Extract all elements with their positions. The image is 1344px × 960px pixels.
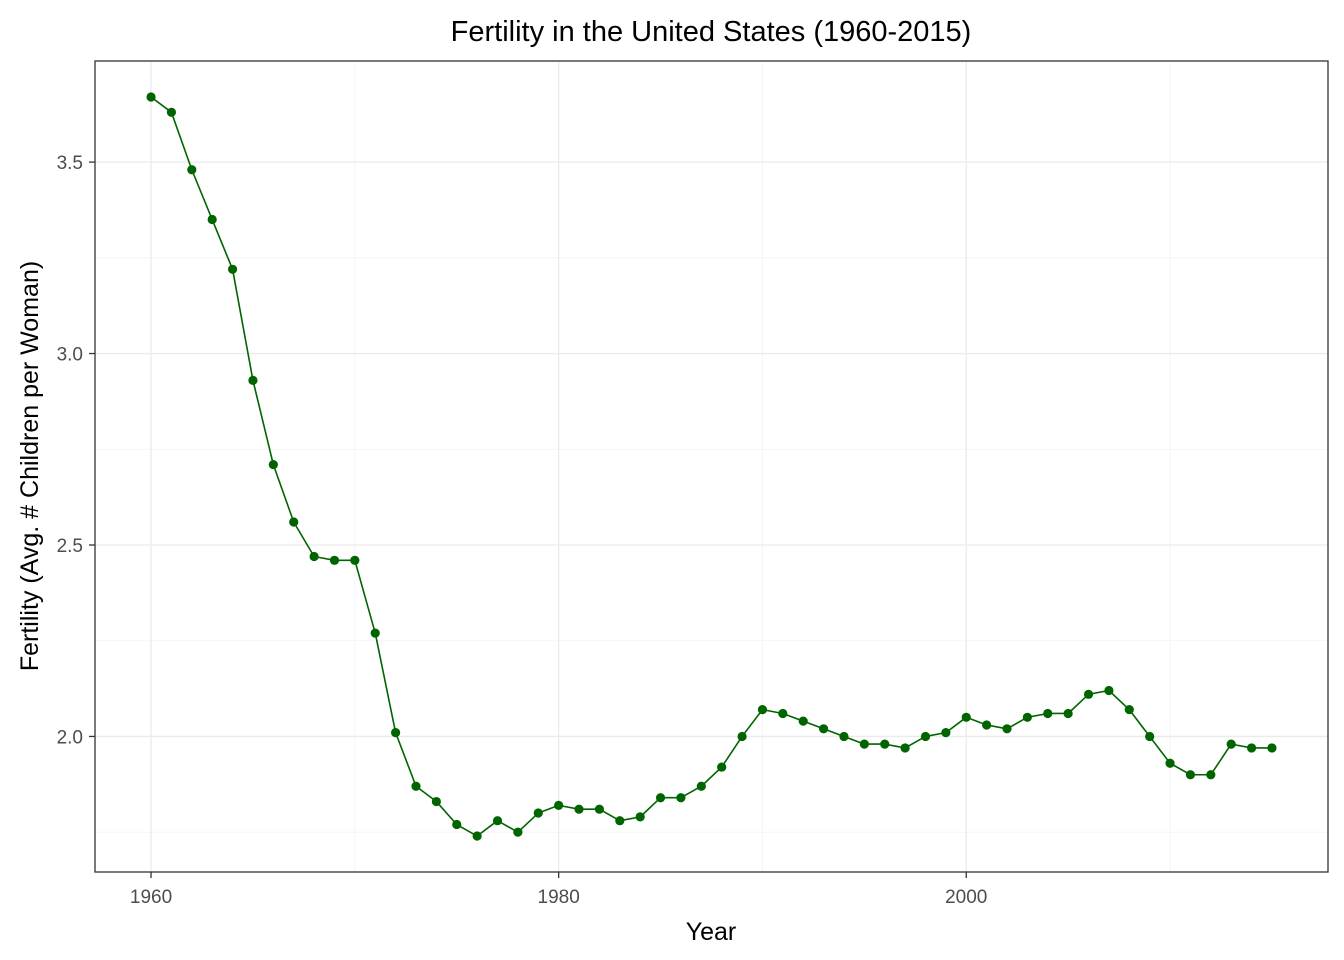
data-point xyxy=(1104,685,1114,696)
data-point xyxy=(778,708,788,719)
data-point xyxy=(289,517,299,527)
data-point xyxy=(1002,724,1012,734)
y-tick-label: 2.0 xyxy=(57,727,83,748)
data-point xyxy=(615,816,625,826)
data-point xyxy=(1246,743,1257,753)
data-point xyxy=(900,743,910,753)
data-point xyxy=(533,808,543,818)
data-point xyxy=(1063,708,1073,719)
data-point xyxy=(574,804,584,814)
data-point xyxy=(513,827,523,837)
series-line xyxy=(150,96,1272,837)
chart-title: Fertility in the United States (1960-201… xyxy=(451,16,972,48)
y-tick-label: 2.5 xyxy=(57,536,83,557)
data-point xyxy=(370,628,380,638)
data-point xyxy=(248,375,258,385)
data-point xyxy=(676,793,686,803)
data-point xyxy=(391,728,401,738)
y-tick-label: 3.5 xyxy=(57,153,83,174)
data-point xyxy=(207,214,217,225)
data-point xyxy=(146,92,156,102)
data-point xyxy=(1206,770,1216,780)
data-point xyxy=(1185,770,1196,780)
data-point xyxy=(1083,689,1094,699)
data-point xyxy=(1043,708,1053,719)
data-point xyxy=(717,762,727,772)
data-point xyxy=(961,712,971,722)
data-point xyxy=(982,720,992,730)
series-layer xyxy=(146,92,1277,841)
data-point xyxy=(655,793,666,803)
data-point xyxy=(411,781,421,791)
data-point xyxy=(1145,731,1155,742)
data-point xyxy=(350,555,360,565)
grid xyxy=(95,61,1328,872)
data-point xyxy=(839,731,849,742)
data-point xyxy=(920,731,931,742)
data-point xyxy=(452,819,462,830)
data-point xyxy=(635,812,645,822)
x-tick-label: 1980 xyxy=(538,887,580,908)
data-point xyxy=(1226,739,1236,749)
panel-border xyxy=(94,60,1329,873)
data-point xyxy=(227,264,238,274)
data-point xyxy=(166,107,177,117)
data-point xyxy=(309,551,319,562)
data-point xyxy=(737,731,747,742)
data-point xyxy=(818,724,829,734)
axes: 1960 1980 2000 2.0 2.5 3.0 3.5 xyxy=(57,153,988,908)
x-tick-label: 1960 xyxy=(130,887,172,908)
data-point xyxy=(941,728,951,738)
data-point xyxy=(594,804,605,814)
data-point xyxy=(798,716,808,726)
x-axis-title: Year xyxy=(686,918,737,946)
data-point xyxy=(329,555,340,565)
data-point xyxy=(492,816,503,826)
data-point xyxy=(1165,758,1175,768)
data-point xyxy=(696,781,706,791)
data-point xyxy=(859,739,869,749)
y-tick-label: 3.0 xyxy=(57,345,83,366)
data-point xyxy=(1267,743,1277,753)
data-point xyxy=(268,459,278,470)
data-point xyxy=(431,796,441,807)
x-tick-label: 2000 xyxy=(945,887,987,908)
data-point xyxy=(1022,712,1032,722)
data-point xyxy=(1124,705,1134,715)
data-point xyxy=(554,800,564,810)
data-point xyxy=(187,165,197,175)
data-point xyxy=(757,705,768,715)
data-point xyxy=(472,831,482,841)
y-axis-title: Fertility (Avg. # Children per Woman) xyxy=(16,261,44,671)
data-point xyxy=(880,739,890,749)
